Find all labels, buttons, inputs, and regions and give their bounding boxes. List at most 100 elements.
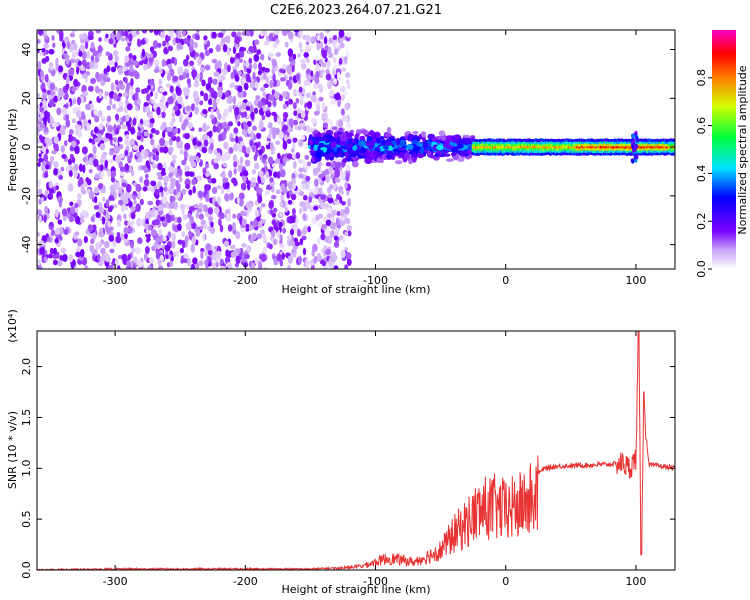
heatmap-cell: [181, 188, 187, 195]
heatmap-cell: [253, 62, 258, 70]
heatmap-cell: [325, 73, 332, 81]
heatmap-cell: [175, 250, 180, 257]
heatmap-cell: [314, 55, 320, 61]
heatmap-cell: [242, 174, 247, 183]
heatmap-cell: [152, 40, 159, 49]
heatmap-cell: [271, 194, 277, 200]
heatmap-cell: [210, 108, 214, 114]
heatmap-cell: [279, 239, 283, 245]
heatmap-cell: [261, 158, 266, 164]
heatmap-cell: [267, 122, 273, 129]
heatmap-cell: [228, 105, 233, 113]
heatmap-cell: [216, 98, 220, 104]
heatmap-cell: [368, 144, 374, 150]
heatmap-cell: [334, 161, 342, 169]
heatmap-cell: [440, 135, 447, 142]
heatmap-cell: [242, 62, 247, 67]
heatmap-cell: [359, 135, 366, 142]
heatmap-cell: [282, 156, 287, 164]
heatmap-cell: [110, 170, 117, 178]
heatmap-cell: [141, 48, 146, 58]
heatmap-cell: [39, 122, 46, 129]
heatmap-cell: [49, 82, 56, 91]
heatmap-cell: [392, 148, 401, 153]
heatmap-cell: [346, 190, 350, 196]
heatmap-cell: [115, 181, 120, 191]
heatmap-cell: [211, 177, 217, 184]
heatmap-cell: [100, 154, 107, 160]
heatmap-cell: [43, 126, 49, 133]
heatmap-cell: [329, 89, 334, 97]
heatmap-cell: [100, 247, 106, 255]
heatmap-cell: [251, 169, 257, 175]
heatmap-cell: [412, 147, 419, 152]
heatmap-cell: [76, 130, 83, 138]
heatmap-cell: [188, 171, 195, 177]
heatmap-cell: [52, 259, 58, 266]
heatmap-cell: [279, 201, 284, 207]
heatmap-cell: [193, 144, 199, 150]
heatmap-cell: [294, 89, 299, 95]
heatmap-cell: [95, 211, 101, 219]
heatmap-cell: [242, 77, 246, 86]
heatmap-cell: [168, 201, 175, 209]
heatmap-cell: [254, 39, 260, 46]
heatmap-cell: [273, 257, 278, 266]
heatmap-cell: [256, 185, 260, 194]
heatmap-cell: [135, 30, 140, 36]
heatmap-cell: [97, 182, 104, 191]
heatmap-cell: [276, 253, 282, 262]
heatmap-cell: [145, 160, 150, 169]
heatmap-cell: [233, 127, 239, 134]
heatmap-cell: [209, 114, 215, 120]
heatmap-cell: [37, 131, 40, 137]
heatmap-cell: [46, 111, 51, 119]
heatmap-cell: [218, 218, 222, 227]
heatmap-cell: [107, 220, 111, 228]
heatmap-cell: [61, 208, 68, 217]
heatmap-cell: [114, 61, 118, 68]
heatmap-cell: [99, 123, 104, 129]
heatmap-cell: [135, 203, 141, 212]
heatmap-cell: [200, 250, 204, 260]
heatmap-cell: [240, 102, 247, 110]
heatmap-cell: [248, 45, 254, 53]
heatmap-cell: [193, 41, 198, 49]
heatmap-cell: [305, 181, 310, 191]
heatmap-cell: [136, 97, 141, 106]
heatmap-cell: [137, 191, 141, 199]
heatmap-cell: [293, 119, 299, 126]
heatmap-cell: [239, 164, 243, 170]
heatmap-cell: [347, 202, 351, 207]
heatmap-cell: [82, 59, 87, 67]
heatmap-cell: [130, 78, 134, 87]
heatmap-cell: [236, 31, 242, 37]
heatmap-cell: [300, 62, 307, 70]
heatmap-cell: [76, 66, 80, 75]
heatmap-cell: [398, 151, 406, 158]
heatmap-cell: [213, 162, 219, 170]
heatmap-cell: [120, 203, 126, 213]
heatmap-cell: [140, 38, 146, 45]
heatmap-cell: [157, 204, 164, 212]
heatmap-cell: [332, 35, 338, 41]
heatmap-cell: [260, 229, 265, 234]
heatmap-cell: [163, 175, 169, 183]
heatmap-cell: [260, 218, 267, 224]
heatmap-cell: [324, 45, 329, 52]
heatmap-cell: [451, 151, 457, 157]
heatmap-cell: [172, 251, 177, 258]
heatmap-cell: [125, 183, 132, 193]
heatmap-cell: [325, 30, 331, 34]
heatmap-cell: [329, 33, 334, 39]
heatmap-cell: [140, 149, 146, 158]
heatmap-cell: [259, 122, 264, 130]
heatmap-cell: [61, 154, 67, 159]
heatmap-cell: [84, 41, 89, 50]
heatmap-cell: [303, 126, 308, 132]
heatmap-cell: [38, 153, 42, 158]
heatmap-cell: [37, 259, 41, 266]
heatmap-cell: [132, 54, 137, 61]
heatmap-cell: [326, 213, 332, 219]
heatmap-cell: [287, 255, 293, 264]
